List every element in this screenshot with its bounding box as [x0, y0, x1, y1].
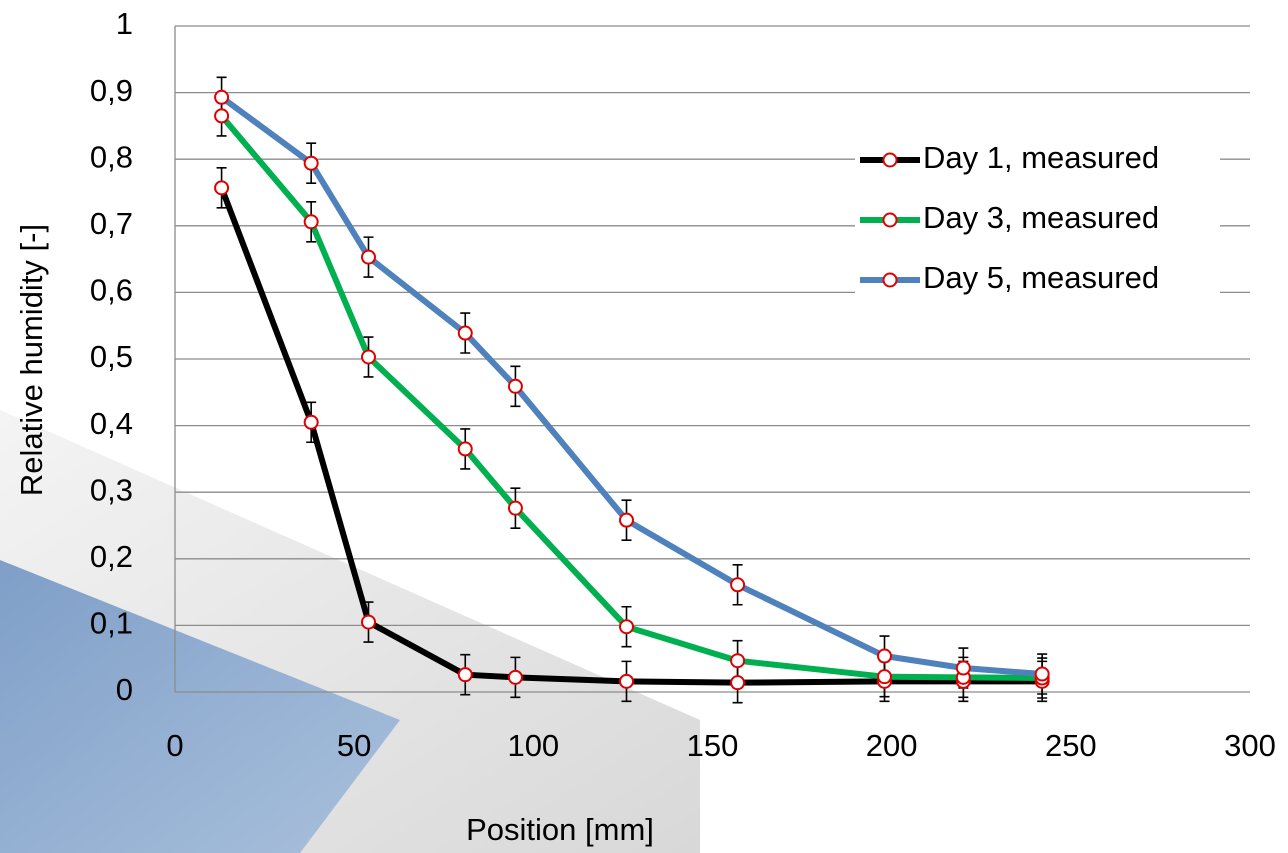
- marker: [1034, 666, 1050, 682]
- marker: [303, 414, 319, 430]
- x-tick-label: 0: [166, 728, 183, 763]
- background-decor: [0, 560, 400, 853]
- marker: [361, 249, 376, 265]
- y-tick-label: 0,1: [90, 606, 133, 641]
- marker: [730, 675, 746, 691]
- marker: [361, 349, 376, 365]
- legend-label: Day 5, measured: [923, 260, 1159, 295]
- marker: [955, 660, 971, 676]
- marker: [303, 214, 319, 230]
- y-tick-label: 0,3: [90, 472, 133, 507]
- marker: [361, 614, 376, 630]
- marker: [507, 378, 523, 394]
- marker: [507, 500, 523, 516]
- y-tick-label: 1: [116, 6, 133, 41]
- series-line: [218, 186, 1043, 686]
- marker: [214, 108, 230, 124]
- y-tick-label: 0,7: [90, 206, 133, 241]
- y-tick-label: 0,8: [90, 139, 133, 174]
- y-tick-label: 0,4: [90, 406, 133, 441]
- marker: [877, 669, 892, 685]
- marker: [619, 619, 634, 635]
- x-tick-label: 50: [337, 728, 371, 763]
- marker: [730, 577, 746, 593]
- marker: [730, 653, 746, 669]
- legend-marker: [882, 152, 898, 168]
- legend-label: Day 3, measured: [923, 200, 1159, 235]
- x-tick-label: 100: [507, 728, 559, 763]
- marker: [507, 669, 523, 685]
- legend-marker: [882, 212, 898, 228]
- x-tick-label: 250: [1045, 728, 1097, 763]
- marker: [457, 325, 473, 341]
- marker: [619, 512, 634, 528]
- x-axis-title: Position [mm]: [466, 812, 654, 847]
- y-tick-label: 0,5: [90, 339, 133, 374]
- marker: [214, 89, 230, 105]
- series-line: [219, 113, 1043, 682]
- y-axis-title: Relative humidity [-]: [14, 224, 49, 496]
- x-tick-label: 200: [866, 728, 918, 763]
- y-tick-label: 0: [116, 672, 133, 707]
- y-tick-label: 0,2: [90, 539, 133, 574]
- marker: [303, 155, 319, 171]
- marker: [457, 667, 473, 683]
- legend-marker: [882, 272, 898, 288]
- y-tick-label: 0,6: [90, 273, 133, 308]
- x-tick-label: 150: [687, 728, 739, 763]
- legend-box: [855, 125, 1220, 305]
- marker: [214, 180, 230, 196]
- marker: [457, 441, 473, 457]
- series-line: [219, 94, 1043, 678]
- legend-label: Day 1, measured: [923, 140, 1159, 175]
- marker: [619, 673, 634, 689]
- y-tick-label: 0,9: [90, 73, 133, 108]
- x-tick-label: 300: [1224, 728, 1276, 763]
- marker: [877, 648, 892, 664]
- legend: Day 1, measured Day 3, measured Day 5, mea…: [855, 125, 1220, 305]
